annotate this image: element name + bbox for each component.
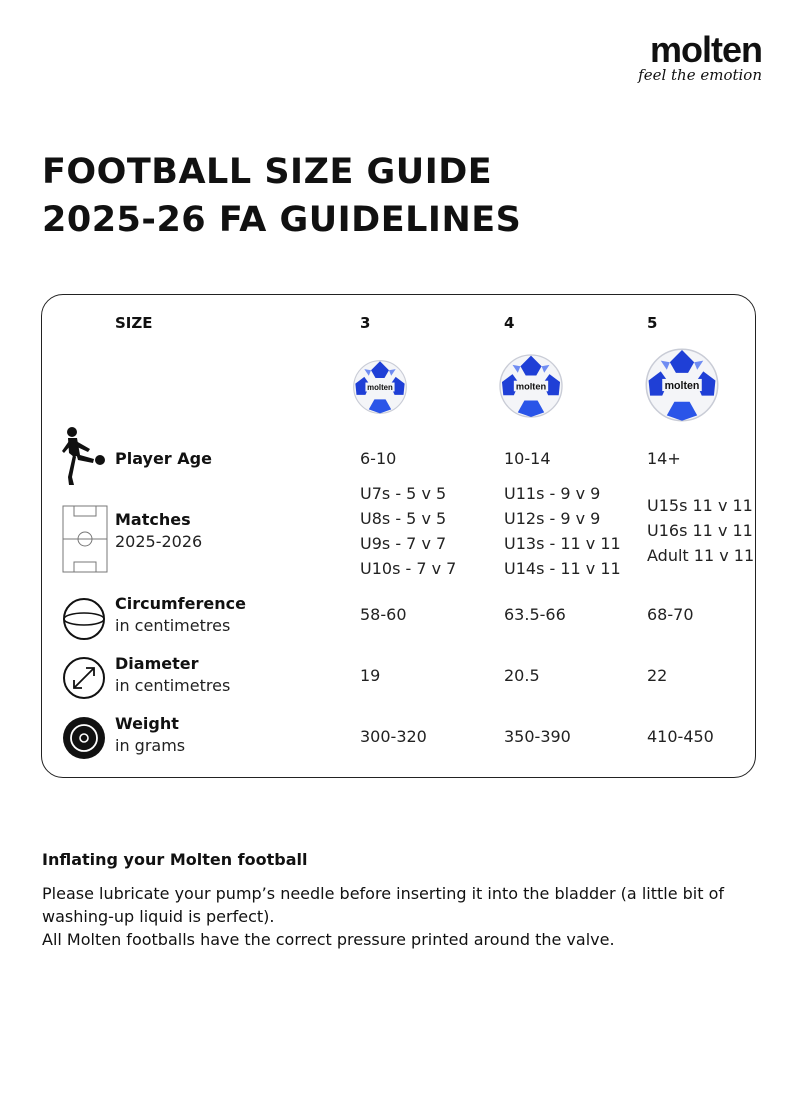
footballer-kick-icon	[62, 427, 105, 485]
diameter-size-5: 22	[647, 666, 668, 685]
inflating-title: Inflating your Molten football	[42, 850, 308, 869]
inflating-paragraph-2: All Molten footballs have the correct pr…	[42, 930, 615, 949]
player-age-size-4: 10-14	[504, 449, 551, 468]
size-5-ball-icon: molten	[645, 348, 719, 422]
weight-size-4: 350-390	[504, 727, 571, 746]
diameter-label: Diameter	[115, 654, 199, 673]
circumference-size-5: 68-70	[647, 605, 694, 624]
ball-logo-text: molten	[516, 381, 547, 391]
brand-name: molten	[649, 29, 763, 70]
brand-tagline: feel the emotion	[638, 66, 762, 84]
diameter-size-4: 20.5	[504, 666, 540, 685]
matches-size-5-line-2: U16s 11 v 11	[647, 521, 753, 540]
inflating-paragraph-1: Please lubricate your pump’s needle befo…	[42, 884, 725, 926]
matches-size-3-line-2: U8s - 5 v 5	[360, 509, 447, 528]
football-pitch-icon	[62, 505, 108, 573]
size-4-ball-icon: molten	[499, 354, 563, 418]
circumference-label: Circumference	[115, 594, 246, 613]
size-3-ball-icon: molten	[353, 360, 407, 414]
matches-size-3-line-3: U9s - 7 v 7	[360, 534, 447, 553]
ball-logo-text: molten	[665, 380, 700, 392]
brand-logo: molten feel the emotion	[622, 29, 763, 85]
matches-season: 2025-2026	[115, 532, 203, 551]
ball-circumference-icon	[63, 598, 105, 640]
weight-size-5: 410-450	[647, 727, 714, 746]
weight-size-3: 300-320	[360, 727, 427, 746]
matches-size-5-line-1: U15s 11 v 11	[647, 496, 753, 515]
diameter-unit: in centimetres	[115, 676, 231, 695]
size-header: SIZE	[115, 314, 153, 332]
player-age-size-3: 6-10	[360, 449, 397, 468]
size-table: SIZE 3 4 5 molten molten molten	[41, 294, 756, 778]
ball-logo-text: molten	[367, 383, 393, 392]
weight-disc-icon	[63, 717, 105, 759]
title-line-2: 2025-26 FA GUIDELINES	[42, 200, 522, 240]
title-line-1: FOOTBALL SIZE GUIDE	[42, 152, 493, 192]
diameter-arrow-icon	[63, 657, 105, 699]
matches-size-4-line-3: U13s - 11 v 11	[504, 534, 621, 553]
matches-size-3-line-4: U10s - 7 v 7	[360, 559, 457, 578]
size-5-header: 5	[647, 314, 658, 332]
weight-label: Weight	[115, 714, 179, 733]
size-3-header: 3	[360, 314, 371, 332]
size-4-header: 4	[504, 314, 515, 332]
matches-size-4-line-2: U12s - 9 v 9	[504, 509, 601, 528]
circumference-unit: in centimetres	[115, 616, 231, 635]
player-age-size-5: 14+	[647, 449, 681, 468]
matches-label: Matches	[115, 510, 191, 529]
circumference-size-3: 58-60	[360, 605, 407, 624]
page-title: FOOTBALL SIZE GUIDE 2025-26 FA GUIDELINE…	[42, 148, 521, 244]
circumference-size-4: 63.5-66	[504, 605, 566, 624]
weight-unit: in grams	[115, 736, 186, 755]
player-age-label: Player Age	[115, 449, 212, 468]
matches-size-3-line-1: U7s - 5 v 5	[360, 484, 447, 503]
matches-size-5-line-3: Adult 11 v 11	[647, 546, 755, 565]
diameter-size-3: 19	[360, 666, 381, 685]
matches-size-4-line-4: U14s - 11 v 11	[504, 559, 621, 578]
matches-size-4-line-1: U11s - 9 v 9	[504, 484, 601, 503]
